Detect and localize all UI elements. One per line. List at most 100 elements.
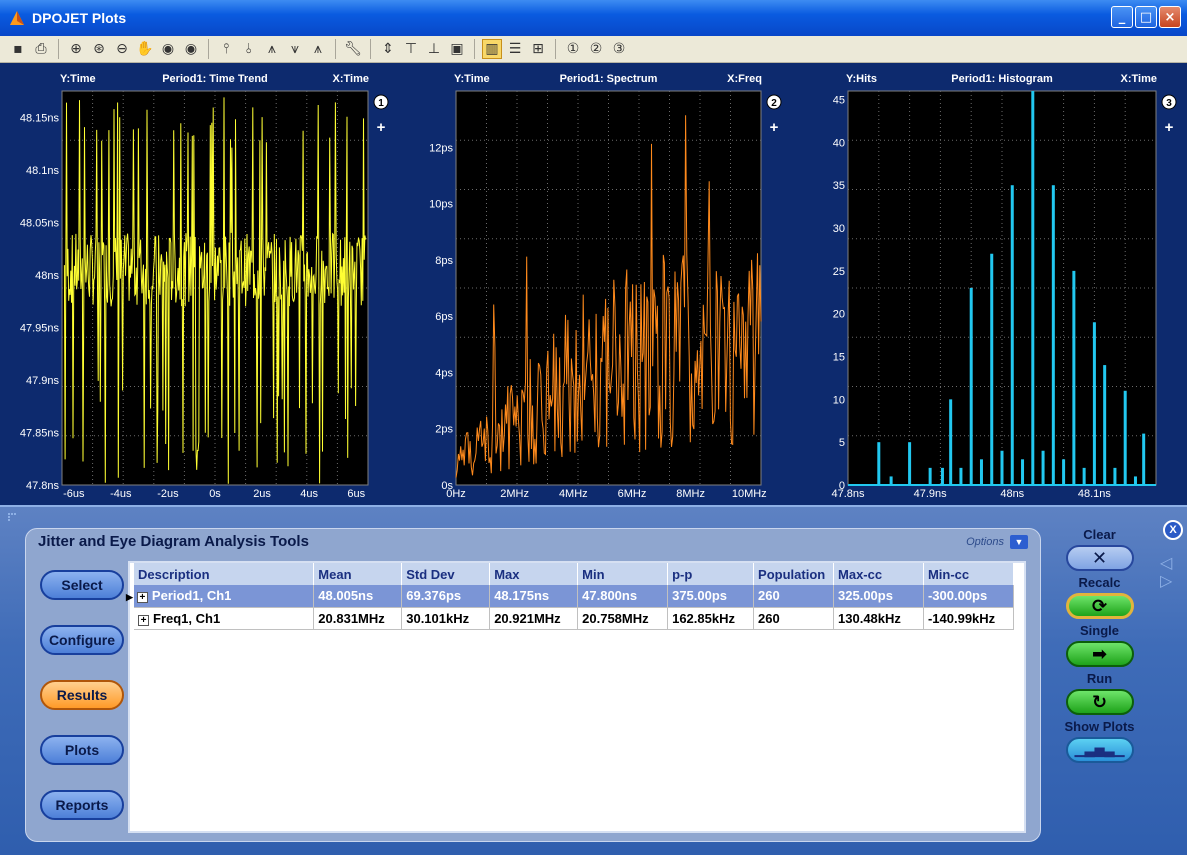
histogram-bar xyxy=(1010,185,1014,485)
cursor-4-icon[interactable]: ⩛ xyxy=(291,41,299,57)
toolbar-divider xyxy=(335,39,336,59)
cell-mean: 48.005ns xyxy=(313,585,403,608)
top-icon[interactable]: ▣ xyxy=(450,41,464,57)
y-tick-label: 12ps xyxy=(429,142,453,154)
zoom-next-icon[interactable]: ◉ xyxy=(184,41,198,57)
cursor-5-icon[interactable]: ⩚ xyxy=(314,41,322,57)
run-button[interactable]: ↻ xyxy=(1065,689,1134,715)
zoom-prev-icon[interactable]: ◉ xyxy=(161,41,175,57)
col-description[interactable]: Description xyxy=(134,563,315,585)
results-button[interactable]: Results xyxy=(40,680,124,710)
panel-grip[interactable] xyxy=(8,513,16,521)
toolbar-divider xyxy=(474,39,475,59)
x-tick-label: 4MHz xyxy=(559,488,588,500)
select-button[interactable]: Select xyxy=(40,570,124,600)
plots-canvas: Y:Time Period1: Time Trend X:Time 48.15ns 48… xyxy=(20,73,1178,500)
plot-1-icon[interactable]: ① xyxy=(566,41,580,57)
add-plot-icon[interactable]: + xyxy=(377,119,386,136)
histogram-bar xyxy=(1113,467,1117,485)
reports-button[interactable]: Reports xyxy=(40,790,124,820)
y-tick-label: 48.15ns xyxy=(20,112,60,124)
cursor-2-icon[interactable]: ⫰ xyxy=(245,41,253,57)
plot-3-icon[interactable]: ③ xyxy=(612,41,626,57)
layout-grid-icon[interactable]: ⊞ xyxy=(532,41,544,57)
y-tick-label: 45 xyxy=(833,95,845,107)
histogram-bar xyxy=(1062,459,1066,485)
col-min[interactable]: Min xyxy=(577,563,669,585)
panel-close-button[interactable]: X xyxy=(1163,520,1183,540)
add-plot-icon[interactable]: + xyxy=(1165,119,1174,136)
y-tick-label: 47.95ns xyxy=(20,322,60,334)
marker-bottom-icon[interactable]: ⊥ xyxy=(427,41,441,57)
row-description-cell[interactable]: + Freq1, Ch1 xyxy=(134,607,315,630)
plot-2-icon[interactable]: ② xyxy=(589,41,603,57)
cursor-1-icon[interactable]: ⫯ xyxy=(222,41,230,57)
col-min-cc[interactable]: Min-cc xyxy=(923,563,1015,585)
plot-ylabel: Y:Time xyxy=(60,73,96,85)
zoom-out-icon[interactable]: ⊖ xyxy=(116,41,128,57)
plots-button[interactable]: Plots xyxy=(40,735,124,765)
col-std-dev[interactable]: Std Dev xyxy=(401,563,491,585)
y-tick-label: 0s xyxy=(441,480,453,492)
layout-columns-icon[interactable]: ▥ xyxy=(482,39,502,59)
col-population[interactable]: Population xyxy=(753,563,835,585)
x-tick-label: 47.9ns xyxy=(914,488,948,500)
expand-icon[interactable]: + xyxy=(138,614,149,626)
chevron-down-icon[interactable]: ▼ xyxy=(1010,535,1028,549)
col-mean[interactable]: Mean xyxy=(313,563,403,585)
table-row[interactable]: + Freq1, Ch1 20.831MHz 30.101kHz 20.921MH… xyxy=(134,607,1015,630)
cell-std-dev: 69.376ps xyxy=(401,585,491,608)
row-description-cell[interactable]: ▶ + Period1, Ch1 xyxy=(126,585,315,608)
marker-top-icon[interactable]: ⊤ xyxy=(404,41,418,57)
col-max-cc[interactable]: Max-cc xyxy=(833,563,924,585)
histogram-bar xyxy=(877,442,881,485)
wrench-icon[interactable]: 🔧︎ xyxy=(344,41,362,57)
histogram-bar xyxy=(1072,270,1076,485)
col-pp[interactable]: p-p xyxy=(667,563,755,585)
zoom-box-icon[interactable]: ⊛ xyxy=(93,41,105,57)
minimize-button[interactable]: _ xyxy=(1111,6,1133,28)
recalc-button[interactable]: ⟳ xyxy=(1065,593,1134,619)
plot-title: Period1: Histogram xyxy=(951,73,1053,85)
configure-button[interactable]: Configure xyxy=(40,625,124,655)
toolbar-divider xyxy=(370,39,371,59)
y-tick-label: 40 xyxy=(833,137,845,149)
y-tick-label: 20 xyxy=(833,309,845,321)
plot-number-badge: 3 xyxy=(1160,93,1178,111)
save-icon[interactable]: ▪ xyxy=(13,41,23,57)
cell-max: 20.921MHz xyxy=(489,607,579,630)
clear-button[interactable]: ✕ xyxy=(1065,545,1134,571)
layout-rows-icon[interactable]: ☰ xyxy=(508,41,522,57)
plot-ylabel: Y:Hits xyxy=(846,73,877,85)
zoom-in-icon[interactable]: ⊕ xyxy=(70,41,82,57)
options-menu[interactable]: Options ▼ xyxy=(966,535,1028,549)
histogram-bar xyxy=(1000,450,1004,485)
add-plot-icon[interactable]: + xyxy=(770,119,779,136)
y-tick-label: 48ns xyxy=(35,270,59,282)
show-plots-button[interactable]: ▁▃▅▃▁ xyxy=(1065,737,1134,763)
y-tick-label: 10ps xyxy=(429,199,453,211)
panel-scroll-arrows[interactable]: ◁ ▷ xyxy=(1160,555,1173,590)
row-description: Period1, Ch1 xyxy=(151,588,232,604)
cell-max: 48.175ns xyxy=(489,585,579,608)
expand-icon[interactable]: + xyxy=(136,592,148,604)
pan-icon[interactable]: ✋ xyxy=(136,41,154,57)
cell-std-dev: 30.101kHz xyxy=(401,607,491,630)
cell-min: 20.758MHz xyxy=(577,607,669,630)
x-tick-label: 6MHz xyxy=(618,488,647,500)
maximize-button[interactable]: □ xyxy=(1135,6,1157,28)
table-row[interactable]: ▶ + Period1, Ch1 48.005ns 69.376ps 48.175n… xyxy=(126,585,1015,608)
results-grid: Description Mean Std Dev Max Min p-p Pop… xyxy=(126,563,1015,630)
histogram-bar xyxy=(1041,450,1045,485)
autoscale-icon[interactable]: ⇕ xyxy=(382,41,394,57)
cursor-3-icon[interactable]: ⩚ xyxy=(268,41,276,57)
single-button[interactable]: ➡ xyxy=(1065,641,1134,667)
y-tick-label: 47.8ns xyxy=(26,480,60,492)
histogram-bar xyxy=(908,442,912,485)
print-icon[interactable]: ⎙ xyxy=(35,41,47,57)
recalc-icon: ⟳ xyxy=(1091,595,1108,617)
col-max[interactable]: Max xyxy=(489,563,579,585)
y-tick-label: 47.85ns xyxy=(20,427,60,439)
close-window-button[interactable]: × xyxy=(1159,6,1181,28)
histogram-bar xyxy=(889,476,893,485)
